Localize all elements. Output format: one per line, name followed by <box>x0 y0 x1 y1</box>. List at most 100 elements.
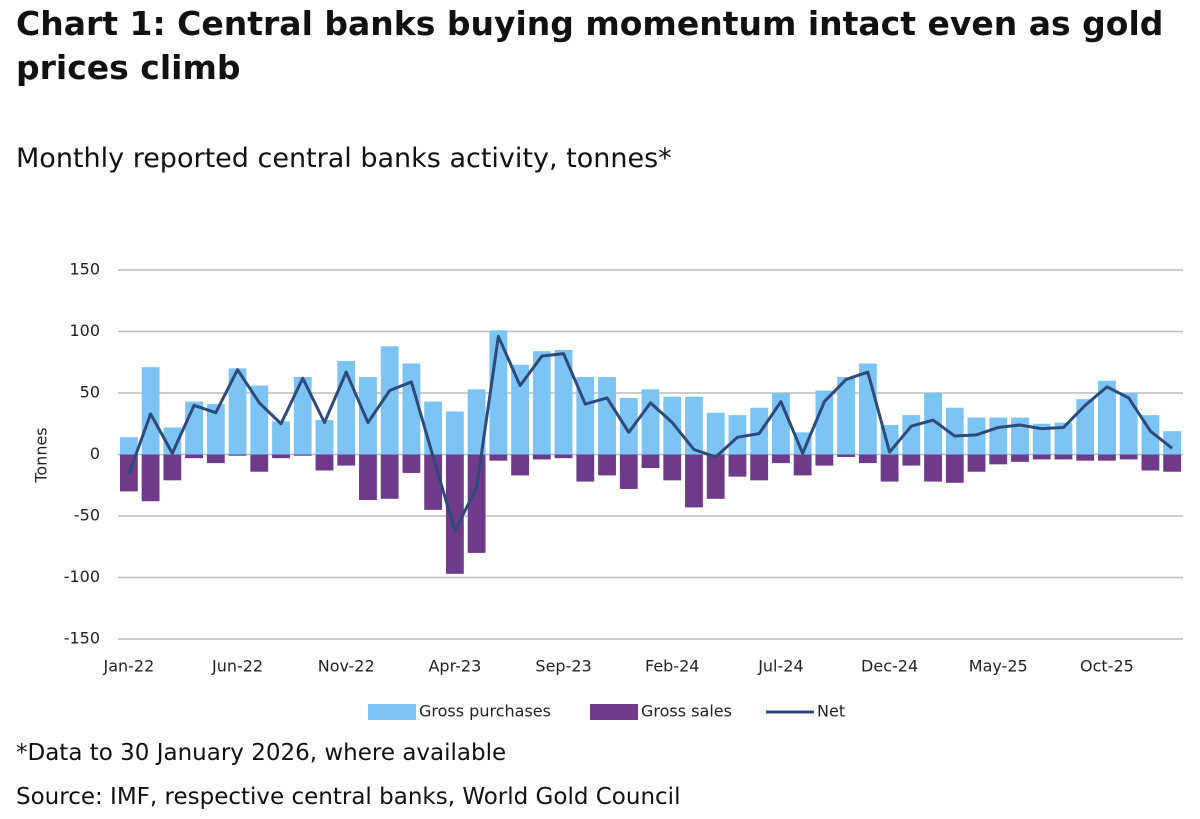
bar <box>337 454 356 466</box>
bar <box>641 454 660 469</box>
bar <box>272 421 290 455</box>
bar <box>1098 454 1116 461</box>
bar <box>554 454 573 459</box>
bar <box>598 377 616 455</box>
bar <box>815 454 834 466</box>
bar <box>793 454 812 476</box>
y-tick-label: 150 <box>69 260 100 279</box>
bar <box>467 454 486 553</box>
net-line <box>127 334 1174 533</box>
bar <box>250 385 269 455</box>
bar <box>924 393 942 455</box>
bar <box>1098 380 1116 455</box>
bar <box>1076 399 1095 455</box>
bar <box>445 454 464 574</box>
bar <box>359 377 377 455</box>
bar <box>728 454 747 477</box>
bar <box>380 346 399 455</box>
bar <box>619 397 638 455</box>
bar <box>750 454 769 481</box>
bar <box>554 349 573 455</box>
y-tick-label: 100 <box>69 321 100 340</box>
bar <box>163 454 182 481</box>
bar <box>380 454 399 499</box>
legend-label: Gross sales <box>641 702 732 721</box>
bar <box>858 454 877 464</box>
legend-label: Gross purchases <box>419 702 551 721</box>
bar <box>1032 423 1051 455</box>
bar <box>228 368 247 455</box>
bar <box>293 454 312 456</box>
bar <box>489 454 508 461</box>
bar <box>1011 454 1029 462</box>
chart-subtitle: Monthly reported central banks activity,… <box>16 143 672 174</box>
bar <box>206 454 225 464</box>
bar <box>924 454 942 482</box>
bar <box>141 367 160 455</box>
bar <box>293 377 312 455</box>
bar <box>837 377 856 455</box>
bar <box>402 363 421 455</box>
bar <box>228 454 247 456</box>
y-axis-label: Tonnes <box>32 427 51 483</box>
x-tick-label: Jul-24 <box>757 657 803 676</box>
bar <box>1141 454 1160 471</box>
bar <box>945 407 964 455</box>
x-tick-label: Dec-24 <box>861 657 918 676</box>
bar <box>1119 454 1138 460</box>
bar <box>663 454 682 481</box>
y-tick-label: 0 <box>90 444 100 463</box>
y-tick-label: -150 <box>64 629 100 648</box>
bar <box>1032 454 1051 460</box>
x-tick-label: Jan-22 <box>102 657 154 676</box>
bar <box>315 454 334 471</box>
y-tick-label: 50 <box>80 383 100 402</box>
bar <box>685 396 703 455</box>
bar <box>1054 422 1073 455</box>
bar <box>359 454 377 501</box>
bar <box>989 417 1008 455</box>
x-tick-label: Sep-23 <box>535 657 591 676</box>
bar <box>119 437 138 455</box>
bar <box>771 454 790 464</box>
bar <box>445 411 464 455</box>
bar <box>945 454 964 483</box>
bar <box>989 454 1008 465</box>
bar <box>728 415 747 455</box>
bar <box>511 454 530 476</box>
x-tick-label: Nov-22 <box>318 657 375 676</box>
bar <box>706 412 725 455</box>
x-tick-label: Feb-24 <box>645 657 699 676</box>
bar <box>1119 393 1138 455</box>
bar <box>880 454 899 482</box>
bar <box>1163 454 1182 472</box>
chart-title: Chart 1: Central banks buying momentum i… <box>16 4 1164 87</box>
x-tick-label: May-25 <box>969 657 1028 676</box>
y-tick-label: -50 <box>74 506 100 525</box>
bar <box>511 364 530 455</box>
bar <box>185 454 203 459</box>
bar <box>1011 417 1029 455</box>
footnote: *Data to 30 January 2026, where availabl… <box>16 740 507 766</box>
bar <box>1076 454 1095 461</box>
source-note: Source: IMF, respective central banks, W… <box>16 784 681 810</box>
bar <box>532 351 551 455</box>
chart: Tonnes -150 -100 -50 0 50 100 150 Jan-22 Jun-22 N… <box>32 260 1183 721</box>
bar <box>185 401 203 455</box>
x-tick-label: Apr-23 <box>428 657 481 676</box>
bar <box>467 389 486 455</box>
bar <box>315 420 334 455</box>
bar <box>576 454 595 482</box>
bar <box>1054 454 1073 460</box>
bar <box>402 454 421 473</box>
x-tick-label: Oct-25 <box>1080 657 1134 676</box>
legend-swatch <box>590 704 638 720</box>
bar <box>250 454 269 472</box>
bar <box>1163 431 1182 455</box>
legend-label: Net <box>817 702 845 721</box>
bar <box>206 404 225 455</box>
bar <box>902 454 921 466</box>
bar <box>532 454 551 460</box>
bar <box>706 454 725 499</box>
